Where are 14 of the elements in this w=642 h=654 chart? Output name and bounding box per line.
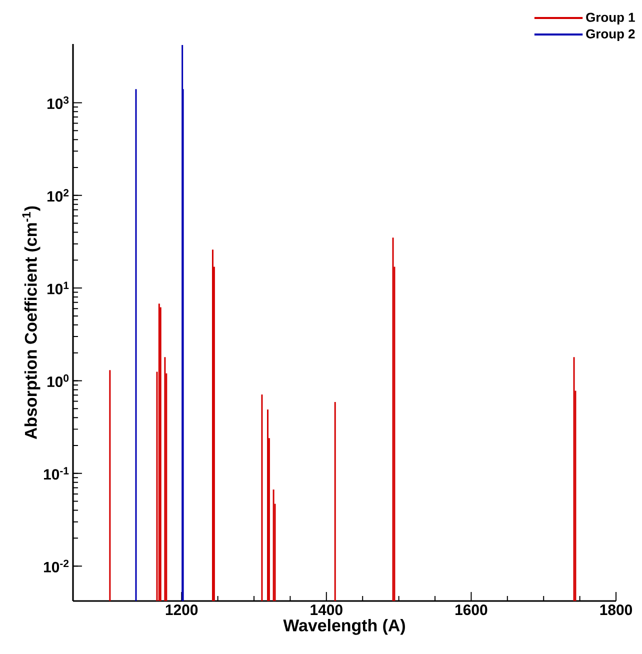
y-tick-label: 10$^{-2}$ <box>44 560 69 572</box>
legend-label: Group 2 <box>586 29 635 42</box>
x-tick-label: 1400 <box>310 604 342 616</box>
x-tick-label: 1200 <box>166 604 198 616</box>
y-tick-label: 10$^{2}$ <box>47 189 69 202</box>
x-tick-label: 1600 <box>456 604 488 616</box>
y-tick-label: 10$^{1}$ <box>47 282 69 294</box>
y-axis-title: Absorption Coefficient (cm$^{-1}$) <box>22 206 40 440</box>
x-axis-title: Wavelength (A) <box>283 618 405 635</box>
x-tick-label: 1800 <box>600 604 632 616</box>
legend-label: Group 1 <box>586 12 635 24</box>
y-tick-label: 10$^{-1}$ <box>44 467 69 480</box>
y-tick-label: 10$^{0}$ <box>47 374 69 388</box>
y-tick-label: 10$^{3}$ <box>47 96 69 110</box>
